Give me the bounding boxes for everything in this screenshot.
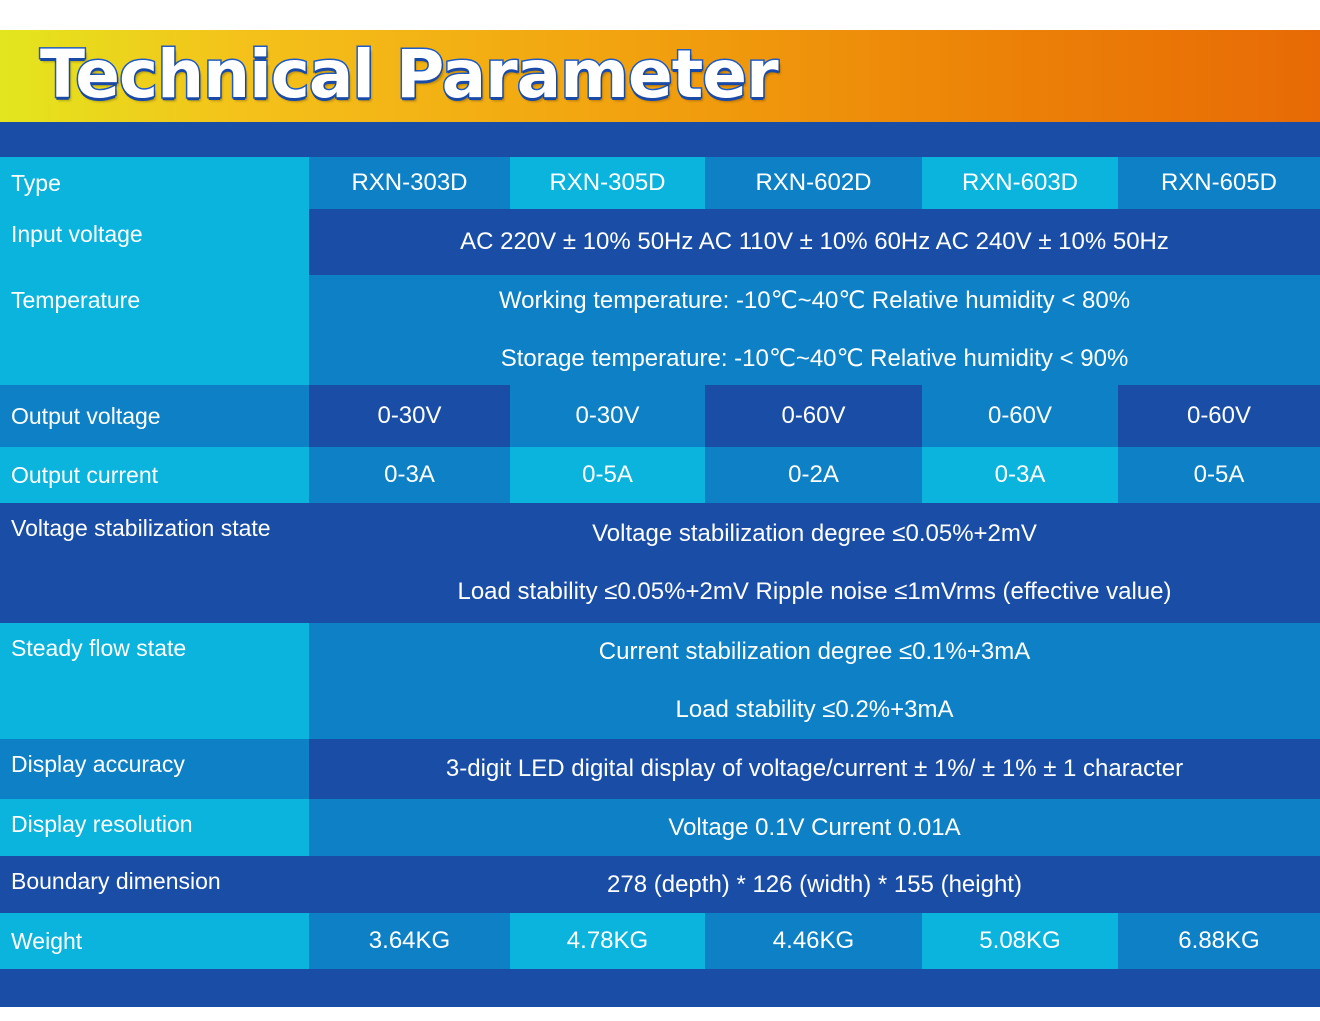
cell-steady-flow: Current stabilization degree ≤0.1%+3mA L… <box>309 623 1320 739</box>
row-label-input-voltage: Input voltage <box>0 209 309 275</box>
input-voltage-line-1: AC 220V ± 10% 50Hz AC 110V ± 10% 60Hz AC… <box>460 228 1169 255</box>
row-label-temperature: Temperature <box>0 275 309 385</box>
display-resolution-line-1: Voltage 0.1V Current 0.01A <box>668 813 961 841</box>
row-label-display-accuracy: Display accuracy <box>0 739 309 799</box>
voltage-stabilization-line-1: Voltage stabilization degree ≤0.05%+2mV <box>592 520 1037 547</box>
cell-type-5: RXN-605D <box>1118 157 1320 209</box>
row-label-steady-flow: Steady flow state <box>0 623 309 739</box>
steady-flow-line-1: Current stabilization degree ≤0.1%+3mA <box>598 638 1031 665</box>
row-label-output-current: Output current <box>0 447 309 503</box>
voltage-stabilization-line-2: Load stability ≤0.05%+2mV Ripple noise ≤… <box>457 578 1172 605</box>
cell-output-voltage-4: 0-60V <box>922 385 1118 447</box>
cell-display-resolution: Voltage 0.1V Current 0.01A <box>309 799 1320 856</box>
page-title: Technical Parameter <box>39 35 781 115</box>
cell-weight-1: 3.64KG <box>309 913 510 969</box>
parameter-table: Type RXN-303D RXN-305D RXN-602D RXN-603D… <box>0 157 1320 969</box>
steady-flow-line-2: Load stability ≤0.2%+3mA <box>675 696 954 723</box>
row-label-weight: Weight <box>0 913 309 969</box>
temperature-line-2: Storage temperature: -10℃~40℃ Relative h… <box>500 345 1129 372</box>
temperature-line-1: Working temperature: -10℃~40℃ Relative h… <box>498 287 1131 314</box>
cell-input-voltage: AC 220V ± 10% 50Hz AC 110V ± 10% 60Hz AC… <box>309 209 1320 275</box>
cell-voltage-stabilization: Voltage stabilization degree ≤0.05%+2mV … <box>309 503 1320 623</box>
row-label-voltage-stabilization: Voltage stabilization state <box>0 503 309 623</box>
table-row-type: Type RXN-303D RXN-305D RXN-602D RXN-603D… <box>0 157 1320 209</box>
cell-weight-5: 6.88KG <box>1118 913 1320 969</box>
row-label-boundary-dimension: Boundary dimension <box>0 856 309 913</box>
cell-type-2: RXN-305D <box>510 157 705 209</box>
cell-output-current-4: 0-3A <box>922 447 1118 503</box>
table-row-output-voltage: Output voltage 0-30V 0-30V 0-60V 0-60V 0… <box>0 385 1320 447</box>
cell-display-accuracy: 3-digit LED digital display of voltage/c… <box>309 739 1320 799</box>
table-row-display-resolution: Display resolution Voltage 0.1V Current … <box>0 799 1320 856</box>
boundary-dimension-line-1: 278 (depth) * 126 (width) * 155 (height) <box>607 870 1022 898</box>
row-label-type: Type <box>0 157 309 209</box>
table-row-temperature: Temperature Working temperature: -10℃~40… <box>0 275 1320 385</box>
cell-boundary-dimension: 278 (depth) * 126 (width) * 155 (height) <box>309 856 1320 913</box>
cell-output-voltage-5: 0-60V <box>1118 385 1320 447</box>
cell-temperature: Working temperature: -10℃~40℃ Relative h… <box>309 275 1320 385</box>
cell-weight-3: 4.46KG <box>705 913 922 969</box>
cell-type-1: RXN-303D <box>309 157 510 209</box>
table-row-display-accuracy: Display accuracy 3-digit LED digital dis… <box>0 739 1320 799</box>
cell-output-voltage-3: 0-60V <box>705 385 922 447</box>
table-row-weight: Weight 3.64KG 4.78KG 4.46KG 5.08KG 6.88K… <box>0 913 1320 969</box>
cell-output-voltage-1: 0-30V <box>309 385 510 447</box>
cell-weight-2: 4.78KG <box>510 913 705 969</box>
cell-output-current-1: 0-3A <box>309 447 510 503</box>
table-row-boundary-dimension: Boundary dimension 278 (depth) * 126 (wi… <box>0 856 1320 913</box>
cell-output-current-5: 0-5A <box>1118 447 1320 503</box>
display-accuracy-line-1: 3-digit LED digital display of voltage/c… <box>445 755 1184 782</box>
table-row-output-current: Output current 0-3A 0-5A 0-2A 0-3A 0-5A <box>0 447 1320 503</box>
table-row-steady-flow: Steady flow state Current stabilization … <box>0 623 1320 739</box>
table-row-voltage-stabilization: Voltage stabilization state Voltage stab… <box>0 503 1320 623</box>
row-label-display-resolution: Display resolution <box>0 799 309 856</box>
cell-type-3: RXN-602D <box>705 157 922 209</box>
title-banner: Technical Parameter <box>0 30 1320 122</box>
cell-type-4: RXN-603D <box>922 157 1118 209</box>
cell-output-current-2: 0-5A <box>510 447 705 503</box>
cell-weight-4: 5.08KG <box>922 913 1118 969</box>
cell-output-current-3: 0-2A <box>705 447 922 503</box>
table-row-input-voltage: Input voltage AC 220V ± 10% 50Hz AC 110V… <box>0 209 1320 275</box>
row-label-output-voltage: Output voltage <box>0 385 309 447</box>
cell-output-voltage-2: 0-30V <box>510 385 705 447</box>
